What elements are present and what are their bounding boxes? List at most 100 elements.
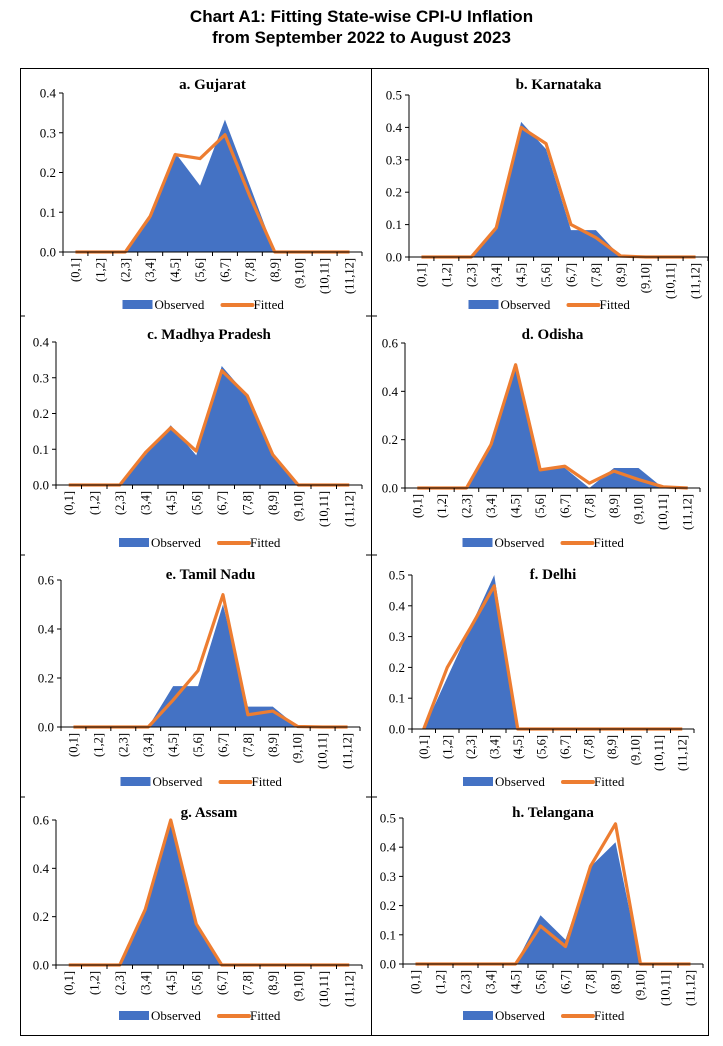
x-tick-label: (9,10] bbox=[632, 494, 646, 524]
x-tick-label: (8,9] bbox=[609, 970, 623, 994]
fitted-line bbox=[417, 363, 688, 490]
observed-area bbox=[417, 367, 688, 488]
y-tick-label: 0.4 bbox=[33, 861, 50, 876]
x-tick-label: (1,2] bbox=[87, 491, 101, 515]
x-tick-label: (5,6] bbox=[534, 970, 548, 994]
observed-area bbox=[415, 842, 691, 964]
x-tick-label: (1,2] bbox=[439, 263, 453, 287]
x-tick-label: (4,5] bbox=[514, 263, 528, 287]
x-tick-label: (5,6] bbox=[539, 263, 553, 287]
x-tick-label: (6,7] bbox=[558, 735, 572, 759]
panel-title: c. Madhya Pradesh bbox=[147, 327, 271, 343]
x-tick-label: (6,7] bbox=[216, 733, 230, 757]
x-tick-label: (5,6] bbox=[534, 735, 548, 759]
x-tick-label: (10,11] bbox=[656, 494, 670, 530]
legend-fitted-label: Fitted bbox=[594, 774, 625, 789]
y-tick-label: 0.3 bbox=[386, 152, 402, 167]
observed-area bbox=[423, 575, 683, 729]
y-tick-label: 0.4 bbox=[389, 598, 406, 613]
x-tick-label: (7,8] bbox=[243, 258, 257, 282]
legend: Observed Fitted bbox=[119, 1008, 281, 1023]
chart-title-line-1: Chart A1: Fitting State-wise CPI-U Infla… bbox=[189, 7, 534, 26]
x-tick-label: (6,7] bbox=[215, 491, 229, 515]
y-tick-label: 0.0 bbox=[386, 250, 402, 265]
y-tick-label: 0.0 bbox=[33, 478, 49, 493]
legend: Observed Fitted bbox=[468, 297, 631, 312]
x-tick-label: (3,4] bbox=[484, 970, 498, 994]
x-tick-label: (4,5] bbox=[166, 733, 180, 757]
legend-fitted-label: Fitted bbox=[254, 297, 285, 312]
chart-title-line-2: from September 2022 to August 2023 bbox=[212, 28, 511, 47]
legend-observed-swatch bbox=[468, 300, 499, 309]
x-tick-label: (9,10] bbox=[634, 970, 648, 1000]
legend-observed-swatch bbox=[122, 300, 153, 309]
y-tick-label: 0.4 bbox=[33, 335, 50, 350]
y-tick-label: 0.0 bbox=[38, 720, 54, 735]
panel-7: g. Assam 0.0 0.2 0.4 0.6 (0,1] (1,2] (2,3] (3,4]… bbox=[33, 805, 363, 1023]
x-tick-label: (7,8] bbox=[581, 735, 595, 759]
x-tick-label: (8,9] bbox=[266, 971, 280, 995]
y-tick-label: 0.0 bbox=[380, 957, 396, 972]
legend-observed-swatch bbox=[120, 777, 151, 786]
x-tick-label: (2,3] bbox=[113, 971, 127, 995]
x-tick-label: (2,3] bbox=[116, 733, 130, 757]
y-tick-label: 0.0 bbox=[40, 245, 56, 260]
x-tick-label: (10,11] bbox=[317, 491, 331, 527]
x-tick-label: (2,3] bbox=[459, 494, 473, 518]
x-tick-label: (7,8] bbox=[584, 970, 598, 994]
x-tick-label: (1,2] bbox=[87, 971, 101, 995]
x-tick-label: (0,1] bbox=[62, 491, 76, 515]
x-tick-label: (1,2] bbox=[93, 258, 107, 282]
y-tick-label: 0.2 bbox=[382, 432, 398, 447]
panel-title: e. Tamil Nadu bbox=[166, 567, 256, 583]
y-tick-label: 0.2 bbox=[386, 185, 402, 200]
x-tick-label: (2,3] bbox=[118, 258, 132, 282]
x-tick-label: (6,7] bbox=[215, 971, 229, 995]
legend-observed-swatch bbox=[463, 777, 493, 786]
y-tick-label: 0.2 bbox=[389, 660, 405, 675]
x-tick-label: (7,8] bbox=[582, 494, 596, 518]
legend-fitted-label: Fitted bbox=[594, 535, 625, 550]
y-tick-label: 0.3 bbox=[33, 370, 49, 385]
x-tick-label: (3,4] bbox=[489, 263, 503, 287]
x-tick-label: (0,1] bbox=[410, 494, 424, 518]
legend-observed-swatch bbox=[119, 538, 149, 547]
legend-fitted-label: Fitted bbox=[250, 535, 281, 550]
x-tick-label: (5,6] bbox=[189, 971, 203, 995]
legend-observed-label: Observed bbox=[495, 774, 545, 789]
panel-title: g. Assam bbox=[181, 805, 238, 821]
y-tick-label: 0.3 bbox=[380, 869, 396, 884]
legend-fitted-label: Fitted bbox=[600, 297, 631, 312]
x-tick-label: (5,6] bbox=[189, 491, 203, 515]
y-tick-label: 0.2 bbox=[38, 671, 54, 686]
x-tick-label: (6,7] bbox=[559, 970, 573, 994]
x-tick-label: (10,11] bbox=[316, 733, 330, 769]
panel-title: a. Gujarat bbox=[179, 77, 246, 93]
y-tick-label: 0.4 bbox=[382, 384, 399, 399]
x-tick-label: (0,1] bbox=[66, 733, 80, 757]
legend: Observed Fitted bbox=[463, 1008, 625, 1023]
x-tick-label: (11,12] bbox=[681, 494, 695, 530]
y-tick-label: 0.5 bbox=[380, 811, 396, 826]
x-tick-label: (0,1] bbox=[68, 258, 82, 282]
x-tick-label: (0,1] bbox=[409, 970, 423, 994]
observed-area bbox=[73, 604, 348, 727]
panels-frame bbox=[20, 68, 709, 1036]
legend: Observed Fitted bbox=[120, 774, 282, 789]
y-tick-label: 0.6 bbox=[33, 813, 50, 828]
panel-title: f. Delhi bbox=[530, 567, 577, 583]
x-tick-label: (10,11] bbox=[317, 971, 331, 1007]
panel-5: e. Tamil Nadu 0.0 0.2 0.4 0.6 (0,1] (1,2] (2,3]… bbox=[38, 567, 361, 789]
x-tick-label: (9,10] bbox=[291, 971, 305, 1001]
y-tick-label: 0.0 bbox=[33, 958, 49, 973]
y-tick-label: 0.6 bbox=[38, 573, 55, 588]
x-tick-label: (0,1] bbox=[62, 971, 76, 995]
x-tick-label: (4,5] bbox=[509, 494, 523, 518]
panel-6: f. Delhi 0.0 0.1 0.2 0.3 0.4 0.5 (0,1] (1,2] (2,3… bbox=[389, 567, 695, 789]
x-tick-label: (11,12] bbox=[341, 733, 355, 769]
x-tick-label: (1,2] bbox=[434, 970, 448, 994]
x-tick-label: (8,9] bbox=[614, 263, 628, 287]
panels-divider bbox=[371, 68, 372, 1036]
x-tick-label: (3,4] bbox=[487, 735, 501, 759]
legend-observed-swatch bbox=[463, 1011, 493, 1020]
